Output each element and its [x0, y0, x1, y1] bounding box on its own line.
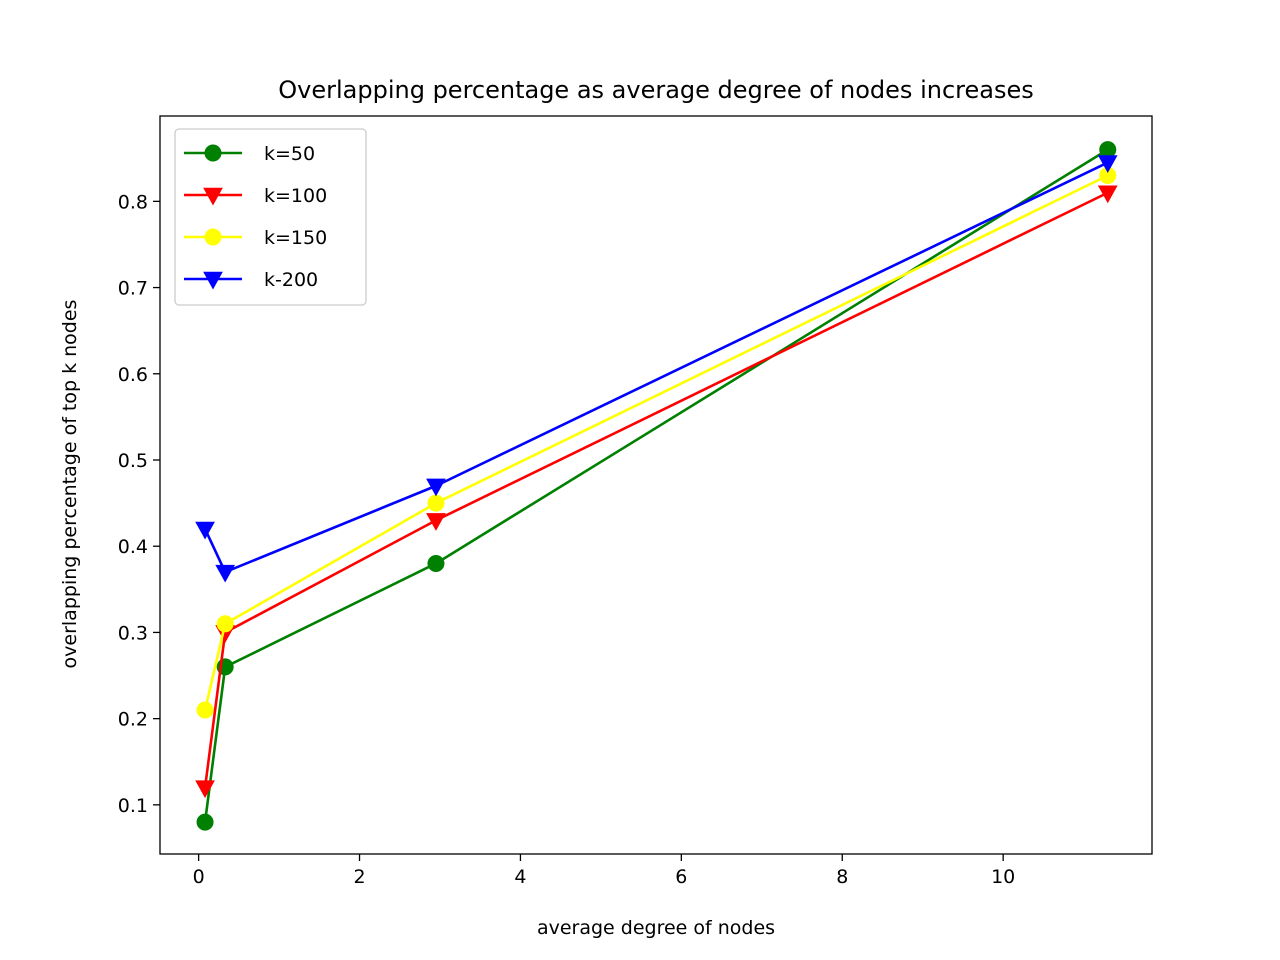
- legend-box: [174, 128, 367, 306]
- data-point: [427, 554, 445, 572]
- x-tick-label: 10: [991, 866, 1015, 888]
- data-point: [427, 494, 445, 512]
- data-point: [426, 478, 446, 497]
- x-tick-label: 8: [836, 866, 848, 888]
- y-tick-label: 0.1: [118, 795, 148, 817]
- y-tick-label: 0.7: [118, 278, 148, 300]
- data-point: [195, 521, 215, 540]
- data-point: [1099, 141, 1117, 159]
- axis-ticks: 0 2 4 6 8 10 0.1 0.2 0.3 0.4 0.5 0.6 0.7 0.8: [118, 191, 1015, 888]
- x-tick-label: 4: [514, 866, 526, 888]
- series-line: [203, 161, 1109, 574]
- plot-frame: [159, 115, 1153, 855]
- y-tick-label: 0.8: [118, 191, 148, 213]
- series-line: [203, 191, 1109, 788]
- data-point: [196, 813, 214, 831]
- data-point: [426, 513, 446, 531]
- x-tick-label: 2: [353, 866, 365, 888]
- data-point: [1097, 185, 1118, 204]
- legend-marker: [204, 228, 222, 246]
- legend-label: k=50: [264, 143, 315, 165]
- y-tick-label: 0.6: [118, 364, 148, 386]
- series-4: [195, 155, 1118, 583]
- chart-title: Overlapping percentage as average degree…: [278, 76, 1033, 104]
- x-axis-label: average degree of nodes: [537, 917, 775, 939]
- series-line: [203, 174, 1109, 711]
- data-point: [196, 701, 214, 719]
- legend-marker: [204, 144, 222, 162]
- series-3: [196, 166, 1117, 719]
- y-axis-label: overlapping percentage of top k nodes: [59, 300, 81, 669]
- y-tick-label: 0.5: [118, 450, 148, 472]
- y-tick-label: 0.3: [118, 622, 148, 644]
- legend-marker: [203, 187, 223, 206]
- data-point: [1097, 155, 1118, 174]
- x-tick-label: 6: [675, 866, 687, 888]
- legend-marker: [203, 271, 223, 290]
- data-point: [195, 780, 215, 799]
- data-point: [215, 564, 236, 583]
- legend-label: k-200: [264, 269, 318, 291]
- y-tick-label: 0.4: [118, 536, 148, 558]
- x-tick-label: 0: [193, 866, 205, 888]
- legend-label: k=150: [264, 227, 327, 249]
- data-point: [216, 615, 234, 633]
- legend-label: k=100: [264, 185, 327, 207]
- y-tick-label: 0.2: [118, 709, 148, 731]
- plot-series: [195, 141, 1118, 831]
- legend: k=50 k=100 k=150 k-200: [174, 128, 367, 306]
